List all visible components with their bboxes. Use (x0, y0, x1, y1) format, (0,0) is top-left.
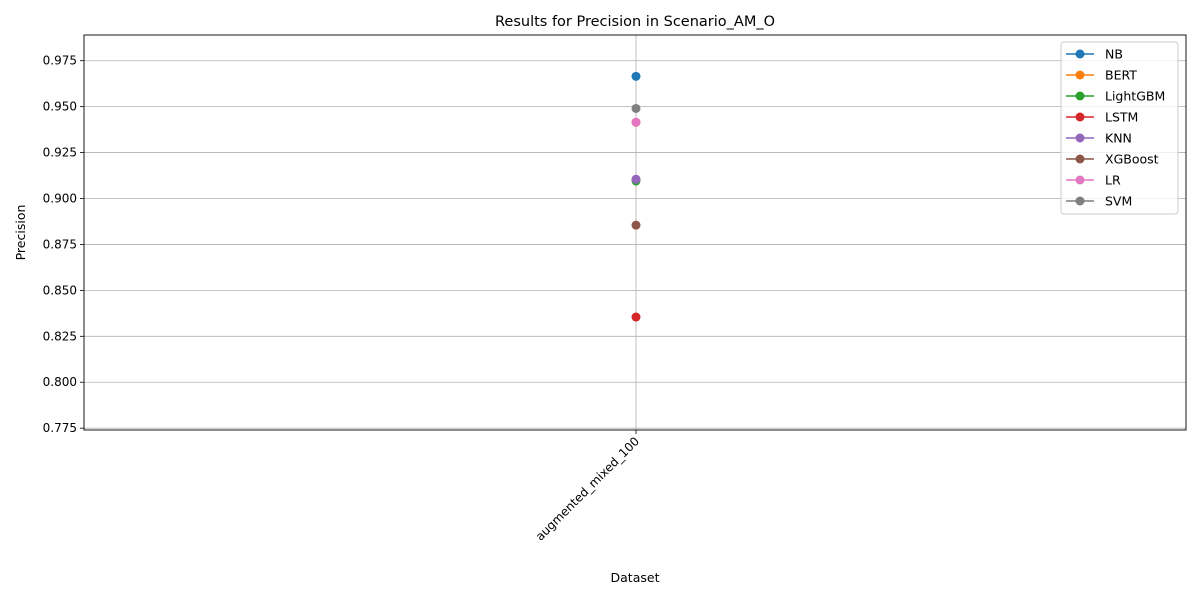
y-tick-label: 0.825 (43, 329, 77, 343)
legend-marker (1075, 175, 1085, 185)
legend-box (1060, 41, 1179, 215)
legend-item: SVM (1066, 194, 1132, 209)
y-tick-label: 0.950 (43, 100, 77, 114)
x-tick-label: augmented_mixed_100 (533, 434, 642, 543)
legend-label: BERT (1105, 68, 1137, 83)
legend-item: LSTM (1066, 110, 1138, 125)
data-point (631, 174, 641, 184)
data-point (631, 103, 641, 113)
series-lstm (631, 312, 641, 322)
legend-marker (1075, 133, 1085, 143)
legend-marker (1075, 70, 1085, 80)
y-tick-label: 0.800 (43, 375, 77, 389)
chart-title: Results for Precision in Scenario_AM_O (495, 14, 775, 30)
legend-marker (1075, 49, 1085, 59)
series-markers (631, 71, 641, 322)
legend-label: LSTM (1105, 110, 1138, 125)
legend-label: LR (1105, 173, 1121, 188)
legend-marker (1075, 196, 1085, 206)
legend-label: NB (1105, 47, 1123, 62)
series-lr (631, 117, 641, 127)
plot-frame (83, 34, 1187, 431)
x-axis-title: Dataset (611, 570, 660, 585)
legend-item: KNN (1066, 131, 1132, 146)
data-point (631, 71, 641, 81)
axes: 0.775 0.800 0.825 0.850 0.875 0.900 0.925 0.950… (43, 34, 1187, 544)
legend: NB BERT LightGBM LSTM KNN XGBoost LR SVM (1060, 41, 1179, 215)
data-point (631, 220, 641, 230)
grid-lines (84, 35, 1186, 430)
y-tick-label: 0.975 (43, 54, 77, 68)
y-tick-label: 0.925 (43, 146, 77, 160)
legend-marker (1075, 154, 1085, 164)
legend-item: XGBoost (1066, 152, 1159, 167)
series-knn (631, 174, 641, 184)
legend-label: SVM (1105, 194, 1132, 209)
legend-marker (1075, 112, 1085, 122)
legend-marker (1075, 91, 1085, 101)
y-tick-label: 0.850 (43, 283, 77, 297)
y-axis-title: Precision (13, 205, 28, 261)
legend-item: LR (1066, 173, 1121, 188)
y-tick-label: 0.900 (43, 192, 77, 206)
y-tick-label: 0.875 (43, 237, 77, 251)
legend-item: BERT (1066, 68, 1137, 83)
series-nb (631, 71, 641, 81)
legend-label: KNN (1105, 131, 1132, 146)
legend-item: LightGBM (1066, 89, 1165, 104)
legend-label: LightGBM (1105, 89, 1165, 104)
legend-item: NB (1066, 47, 1123, 62)
series-svm (631, 103, 641, 113)
legend-label: XGBoost (1105, 152, 1159, 167)
data-point (631, 312, 641, 322)
y-tick-label: 0.775 (43, 421, 77, 435)
data-point (631, 117, 641, 127)
series-xgboost (631, 220, 641, 230)
